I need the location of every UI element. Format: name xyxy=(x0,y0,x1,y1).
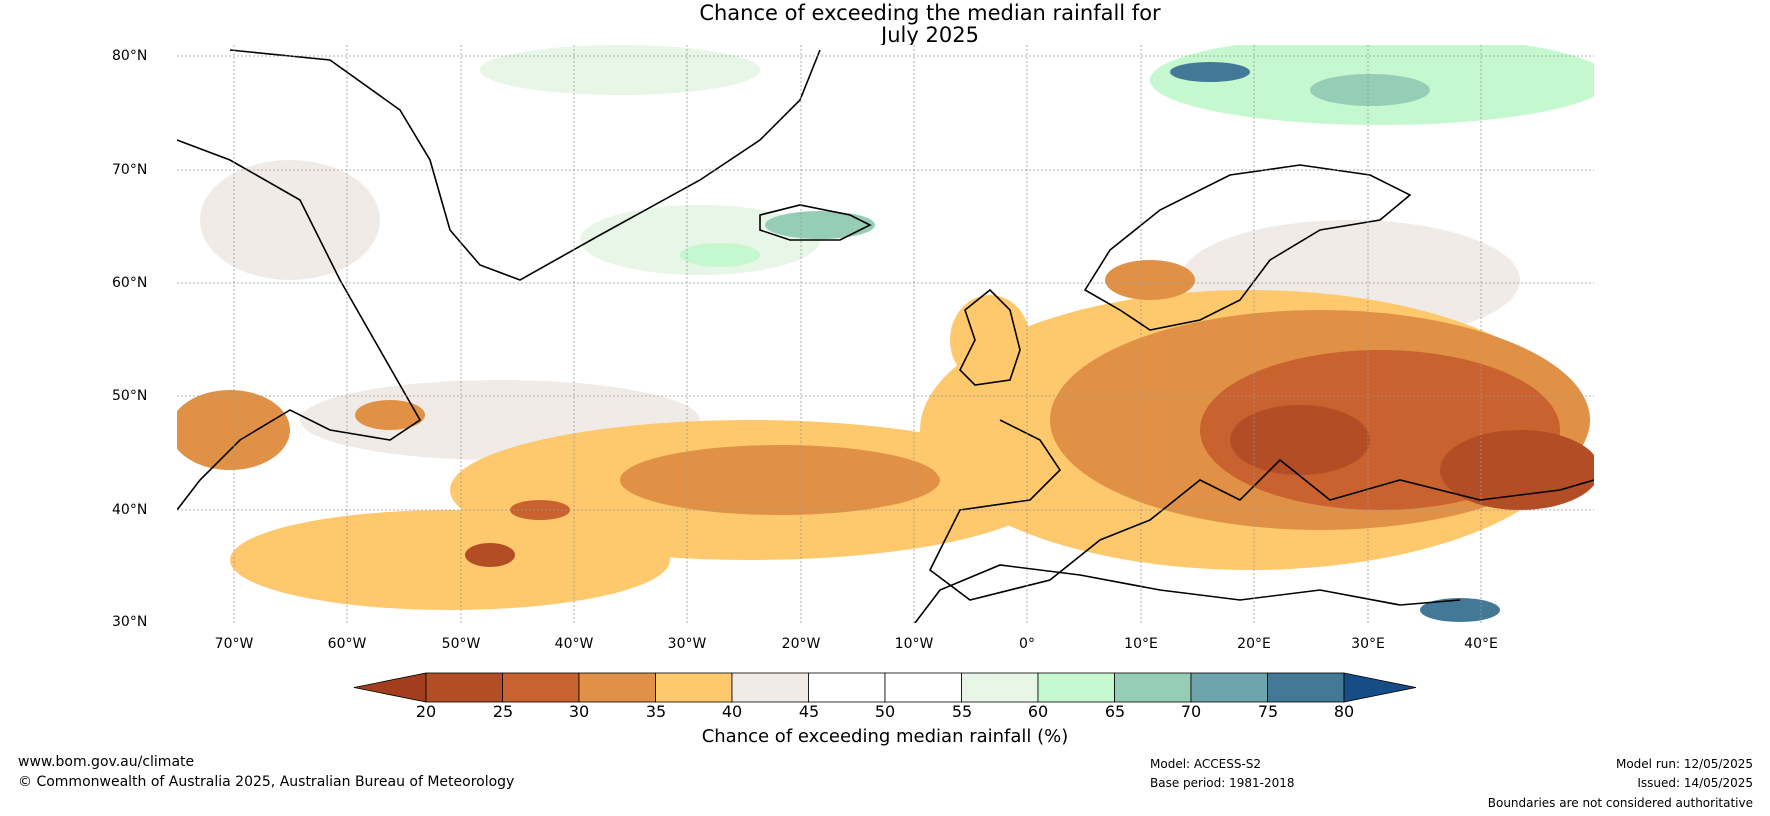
scandinavia-orange xyxy=(1105,260,1195,300)
uk-coast xyxy=(959,288,1021,386)
colorbar-arrow-high xyxy=(1343,672,1417,703)
colorbar-tick-80: 80 xyxy=(1333,702,1355,721)
colorbar-segment xyxy=(808,672,886,703)
colorbar-segment xyxy=(731,672,809,703)
colorbar-tick-55: 55 xyxy=(951,702,973,721)
mediterranean-blue xyxy=(1420,598,1500,622)
north-atlantic-green-2 xyxy=(680,243,760,267)
lon-label-10e: 10°E xyxy=(1124,636,1158,652)
colorbar-tick-45: 45 xyxy=(798,702,820,721)
greenland-coast xyxy=(229,49,821,281)
colorbar-tick-25: 25 xyxy=(492,702,514,721)
lon-label-20w: 20°W xyxy=(781,636,821,652)
colorbar-segment xyxy=(1190,672,1268,703)
south-brown-2 xyxy=(510,500,570,520)
colorbar-tick-70: 70 xyxy=(1180,702,1202,721)
colorbar-tick-20: 20 xyxy=(415,702,437,721)
lat-label-60n: 60°N xyxy=(112,275,148,291)
atlantic-orange xyxy=(620,445,940,515)
lat-label-40n: 40°N xyxy=(112,502,148,518)
colorbar xyxy=(353,672,1417,703)
footer-disclaimer: Boundaries are not considered authoritat… xyxy=(1487,796,1753,810)
colorbar-segment xyxy=(1267,672,1345,703)
lon-label-70w: 70°W xyxy=(214,636,254,652)
lon-label-40w: 40°W xyxy=(554,636,594,652)
africa-coast xyxy=(914,564,1461,623)
lon-label-10w: 10°W xyxy=(894,636,934,652)
greenland-sea-green xyxy=(480,45,760,95)
us-east-orange xyxy=(177,390,290,470)
iceland-green xyxy=(765,211,875,239)
colorbar-arrow-low xyxy=(353,672,427,703)
colorbar-tick-35: 35 xyxy=(645,702,667,721)
lat-label-80n: 80°N xyxy=(112,48,148,64)
colorbar-segment xyxy=(578,672,656,703)
colorbar-tick-75: 75 xyxy=(1257,702,1279,721)
colorbar-tick-30: 30 xyxy=(568,702,590,721)
colorbar-tick-65: 65 xyxy=(1104,702,1126,721)
labrador-beige xyxy=(200,160,380,280)
rainfall-map xyxy=(177,45,1594,623)
south-brown-1 xyxy=(465,543,515,567)
colorbar-segment xyxy=(1037,672,1115,703)
lon-label-30e: 30°E xyxy=(1351,636,1385,652)
south-atlantic-yellow xyxy=(230,510,670,610)
colorbar-segment xyxy=(1114,672,1192,703)
uk-yellow xyxy=(950,295,1030,385)
lat-label-30n: 30°N xyxy=(112,614,148,630)
lon-label-30w: 30°W xyxy=(667,636,707,652)
lon-label-0: 0° xyxy=(1019,636,1035,652)
scandinavia-coast xyxy=(1083,164,1412,331)
north-america-coast xyxy=(177,139,422,511)
colorbar-tick-40: 40 xyxy=(721,702,743,721)
lon-label-20e: 20°E xyxy=(1237,636,1271,652)
colorbar-label: Chance of exceeding median rainfall (%) xyxy=(701,726,1069,747)
lat-label-50n: 50°N xyxy=(112,388,148,404)
colorbar-segment xyxy=(961,672,1039,703)
colorbar-segment xyxy=(884,672,962,703)
colorbar-tick-60: 60 xyxy=(1027,702,1049,721)
footer-issued: Issued: 14/05/2025 xyxy=(1637,776,1753,790)
lat-label-70n: 70°N xyxy=(112,162,148,178)
svalbard-blue xyxy=(1170,62,1250,82)
footer-model-run: Model run: 12/05/2025 xyxy=(1615,757,1753,771)
europe-coast xyxy=(928,419,1594,601)
arctic-green-core xyxy=(1310,74,1430,106)
lon-label-60w: 60°W xyxy=(327,636,367,652)
newfoundland-orange xyxy=(355,400,425,430)
footer-base-period: Base period: 1981-2018 xyxy=(1150,776,1295,790)
lon-label-50w: 50°W xyxy=(441,636,481,652)
balkans-brown xyxy=(1230,405,1370,475)
map-title-line-2: July 2025 xyxy=(881,23,979,47)
footer-model: Model: ACCESS-S2 xyxy=(1150,757,1262,771)
footer-copyright: © Commonwealth of Australia 2025, Austra… xyxy=(18,774,515,790)
colorbar-segment xyxy=(655,672,733,703)
colorbar-tick-50: 50 xyxy=(874,702,896,721)
map-title-line-1: Chance of exceeding the median rainfall … xyxy=(699,1,1161,25)
footer-website: www.bom.gov.au/climate xyxy=(18,754,195,770)
lon-label-40e: 40°E xyxy=(1464,636,1498,652)
iceland-coast xyxy=(759,204,872,241)
colorbar-segment xyxy=(425,672,503,703)
colorbar-segment xyxy=(502,672,580,703)
